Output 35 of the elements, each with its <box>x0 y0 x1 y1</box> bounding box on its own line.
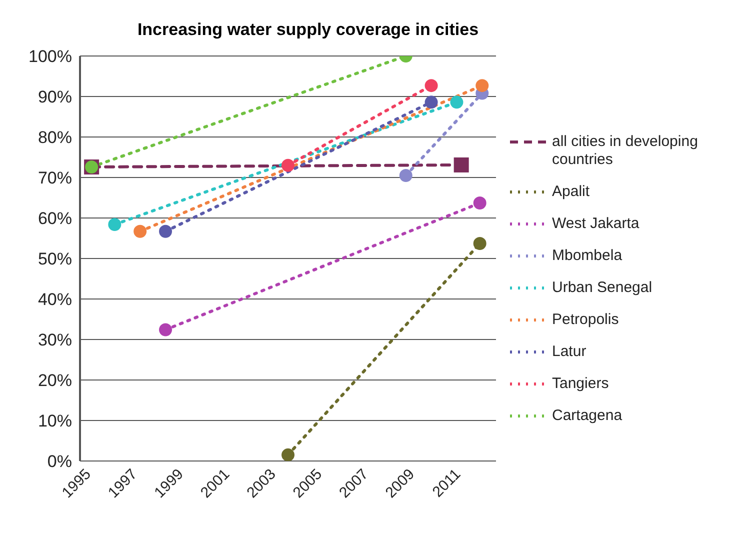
legend-label: Tangiers <box>552 375 609 393</box>
y-tick-label: 40% <box>38 290 72 310</box>
y-tick-label: 90% <box>38 88 72 107</box>
legend-label: Mbombela <box>552 247 622 265</box>
point <box>282 158 294 172</box>
y-tick-label: 0% <box>47 452 72 472</box>
legend-label: Petropolis <box>552 311 619 329</box>
point <box>476 79 489 92</box>
y-tick-label: 10% <box>38 412 72 431</box>
point <box>108 218 122 231</box>
point <box>399 168 412 182</box>
point <box>424 96 438 109</box>
legend-label: West Jakarta <box>552 215 640 233</box>
legend-label: Cartagena <box>552 407 622 425</box>
legend-label: Urban Senegal <box>552 279 652 297</box>
point <box>282 448 294 461</box>
point <box>473 237 486 250</box>
y-tick-label: 70% <box>38 168 72 188</box>
point <box>473 196 486 210</box>
y-tick-label: 80% <box>38 128 72 148</box>
legend-label: Apalit <box>552 183 590 201</box>
point <box>424 79 438 92</box>
point <box>450 96 464 109</box>
y-tick-label: 20% <box>38 371 72 390</box>
point <box>159 224 172 238</box>
point <box>159 323 172 336</box>
y-tick-label: 50% <box>38 250 72 269</box>
y-tick-label: 100% <box>28 47 72 66</box>
y-tick-label: 30% <box>38 330 72 350</box>
point <box>454 157 469 172</box>
chart-title: Increasing water supply coverage in cities <box>136 20 480 40</box>
legend-label: all cities in developing countries <box>552 133 699 169</box>
legend-label: Latur <box>552 343 586 361</box>
point <box>134 224 147 238</box>
y-tick-label: 60% <box>38 209 72 228</box>
